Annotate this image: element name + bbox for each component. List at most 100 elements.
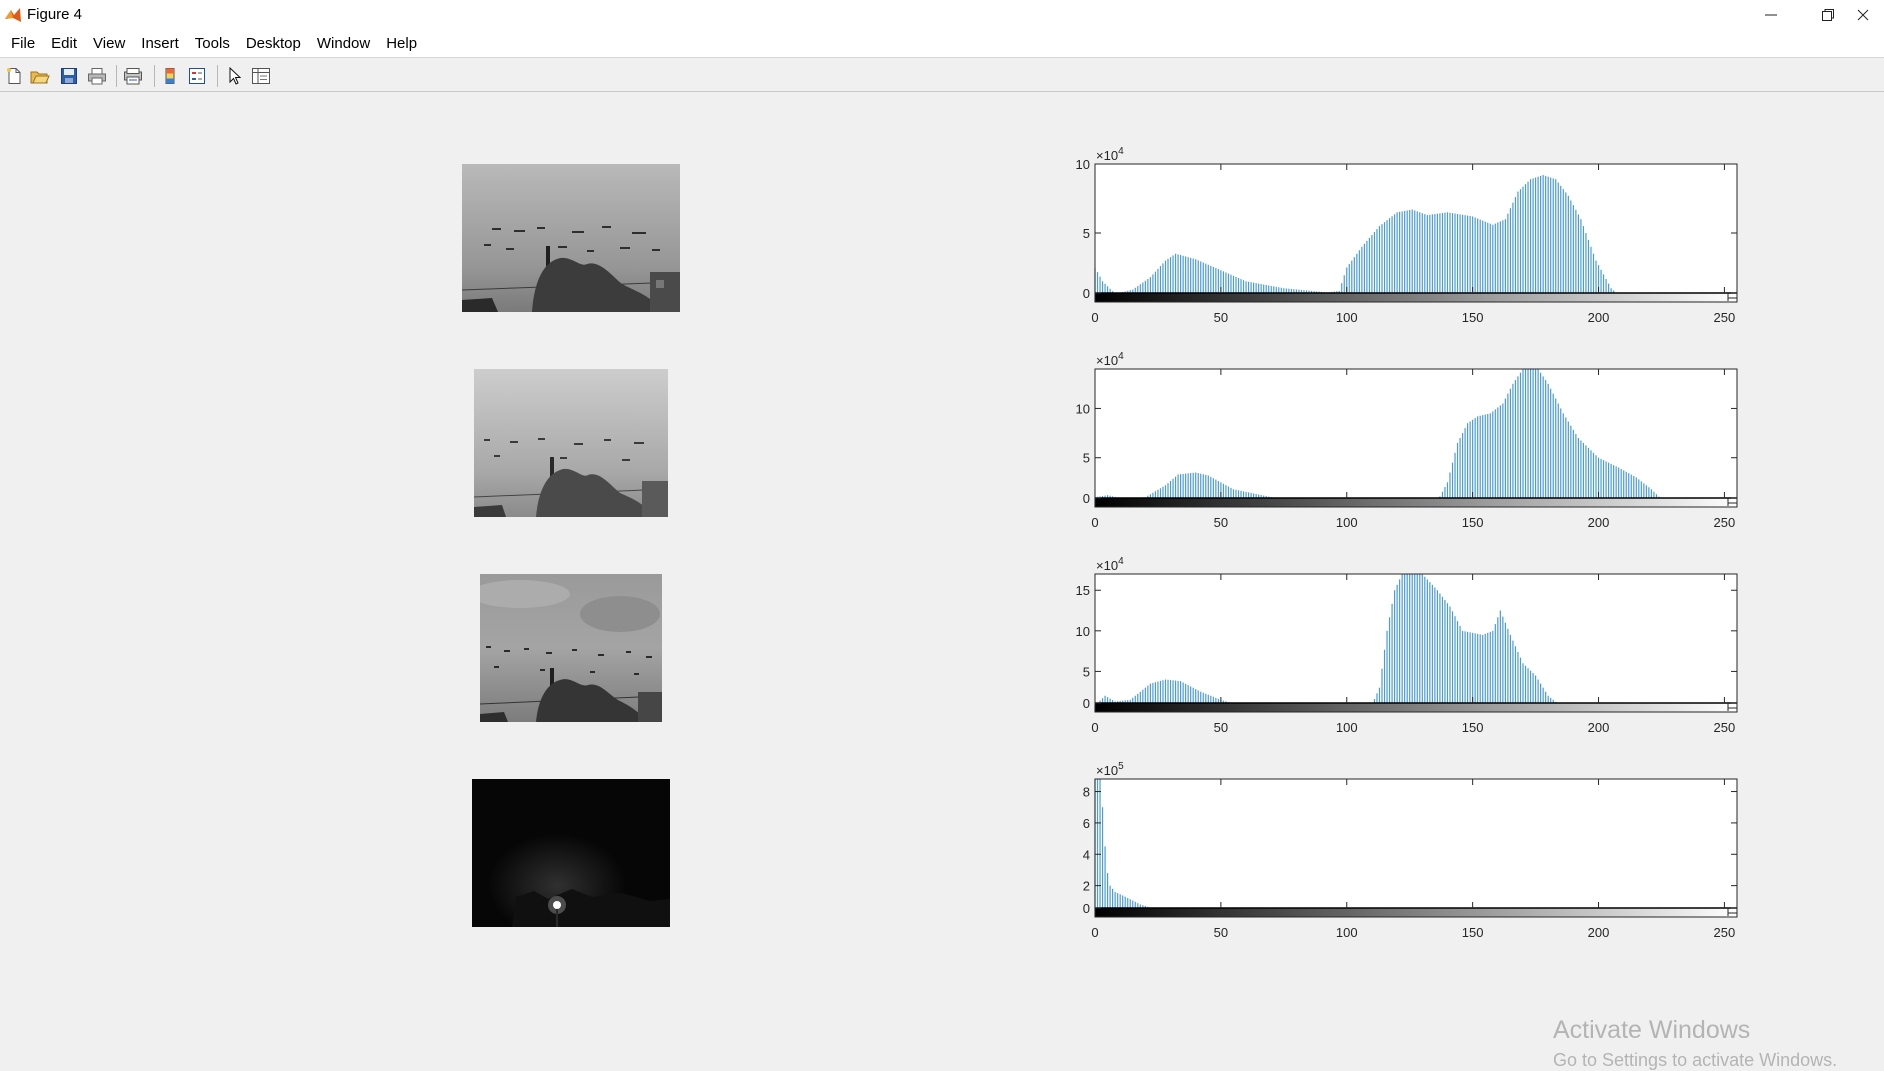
histogram-bar bbox=[1535, 369, 1536, 507]
menu-help[interactable]: Help bbox=[378, 30, 425, 58]
histogram-bar bbox=[1570, 200, 1571, 302]
histogram-bar bbox=[1374, 232, 1375, 302]
histogram-bar bbox=[1568, 422, 1569, 507]
histogram-bar bbox=[1104, 846, 1105, 917]
histogram-bar bbox=[1553, 178, 1554, 302]
histogram-bar bbox=[1527, 369, 1528, 507]
histogram-bar bbox=[1530, 369, 1531, 507]
minimize-icon bbox=[1764, 8, 1778, 22]
insert-colorbar-button[interactable] bbox=[159, 65, 181, 87]
y-exponent-label: ×104 bbox=[1096, 556, 1124, 573]
x-tick-label: 200 bbox=[1588, 310, 1610, 325]
histogram-bar bbox=[1558, 182, 1559, 302]
histogram-bar bbox=[1558, 404, 1559, 508]
open-property-inspector-button[interactable] bbox=[250, 65, 272, 87]
histogram-bar bbox=[1470, 421, 1471, 507]
histogram-bar bbox=[1381, 224, 1382, 302]
histogram-bar bbox=[1480, 416, 1481, 507]
menu-edit[interactable]: Edit bbox=[43, 30, 85, 58]
title-bar: Figure 4 bbox=[0, 0, 1884, 30]
histogram-bar bbox=[1548, 384, 1549, 507]
y-tick-label: 5 bbox=[1083, 451, 1090, 466]
histogram-bar bbox=[1449, 213, 1450, 302]
histogram-bar bbox=[1386, 220, 1387, 302]
save-button[interactable] bbox=[58, 65, 80, 87]
histogram-bar bbox=[1409, 210, 1410, 302]
open-file-icon bbox=[30, 67, 50, 85]
x-tick-label: 250 bbox=[1714, 515, 1736, 530]
print-button[interactable] bbox=[86, 65, 108, 87]
histogram-bar bbox=[1507, 214, 1508, 302]
menu-insert[interactable]: Insert bbox=[133, 30, 187, 58]
histogram-bar bbox=[1550, 178, 1551, 302]
histogram-bar bbox=[1548, 177, 1549, 302]
histogram-bar bbox=[1449, 606, 1450, 712]
histogram-bar bbox=[1432, 214, 1433, 302]
menu-tools[interactable]: Tools bbox=[187, 30, 238, 58]
histogram-bar bbox=[1444, 213, 1445, 302]
histogram-bar bbox=[1580, 440, 1581, 507]
x-tick-label: 150 bbox=[1462, 310, 1484, 325]
menu-window[interactable]: Window bbox=[309, 30, 378, 58]
histogram-bar bbox=[1457, 621, 1458, 712]
histogram-bar bbox=[1485, 634, 1486, 712]
insert-legend-icon bbox=[188, 67, 206, 85]
histogram-bar bbox=[1532, 369, 1533, 507]
histogram-bar bbox=[1437, 214, 1438, 302]
histogram-bar bbox=[1583, 226, 1584, 302]
histogram-bar bbox=[1505, 399, 1506, 507]
histogram-bar bbox=[1585, 233, 1586, 302]
y-tick-label: 0 bbox=[1083, 491, 1090, 506]
histogram-bar bbox=[1515, 197, 1516, 302]
x-tick-label: 150 bbox=[1462, 925, 1484, 940]
menu-file[interactable]: File bbox=[3, 30, 43, 58]
new-figure-button[interactable] bbox=[3, 65, 25, 87]
histogram-bar bbox=[1495, 224, 1496, 302]
edit-plot-button[interactable] bbox=[224, 65, 246, 87]
histogram-bar bbox=[1532, 178, 1533, 302]
histogram-bar bbox=[1502, 220, 1503, 302]
open-file-button[interactable] bbox=[29, 65, 51, 87]
histogram-bar bbox=[1507, 629, 1508, 712]
histogram-bar bbox=[1520, 189, 1521, 302]
histogram-bar bbox=[1512, 641, 1513, 712]
histogram-bar bbox=[1447, 603, 1448, 712]
histogram-bar bbox=[1517, 192, 1518, 302]
print-preview-button[interactable] bbox=[122, 65, 144, 87]
histogram-bar bbox=[1555, 179, 1556, 302]
minimize-button[interactable] bbox=[1743, 0, 1799, 30]
menu-view[interactable]: View bbox=[85, 30, 133, 58]
histogram-bar bbox=[1575, 434, 1576, 507]
histogram-bar bbox=[1500, 611, 1501, 712]
restore-button[interactable] bbox=[1800, 0, 1856, 30]
close-button[interactable] bbox=[1856, 0, 1884, 30]
menu-desktop[interactable]: Desktop bbox=[238, 30, 309, 58]
histogram-bar bbox=[1522, 187, 1523, 302]
histogram-bar bbox=[1500, 405, 1501, 507]
toolbar-separator bbox=[217, 65, 218, 87]
histogram-bar bbox=[1464, 631, 1465, 712]
histogram-bar bbox=[1507, 394, 1508, 507]
x-tick-label: 0 bbox=[1091, 925, 1098, 940]
x-tick-label: 0 bbox=[1091, 310, 1098, 325]
histogram-bar bbox=[1580, 219, 1581, 302]
histogram-bar bbox=[1510, 389, 1511, 507]
histogram-bar bbox=[1452, 213, 1453, 302]
histogram-bar bbox=[1482, 221, 1483, 302]
histogram-bar bbox=[1522, 369, 1523, 507]
histogram-bar bbox=[1422, 213, 1423, 302]
histogram-bar bbox=[1502, 404, 1503, 508]
insert-legend-button[interactable] bbox=[186, 65, 208, 87]
histogram-bar bbox=[1543, 376, 1544, 507]
histogram-bar bbox=[1434, 588, 1435, 712]
histogram-bar bbox=[1477, 219, 1478, 302]
x-tick-label: 150 bbox=[1462, 515, 1484, 530]
y-tick-label: 8 bbox=[1083, 785, 1090, 800]
insert-colorbar-icon bbox=[162, 67, 178, 85]
y-tick-label: 10 bbox=[1076, 157, 1090, 172]
histogram-bar bbox=[1407, 574, 1408, 712]
histogram-bar bbox=[1480, 220, 1481, 302]
histogram-bar bbox=[1409, 574, 1410, 712]
